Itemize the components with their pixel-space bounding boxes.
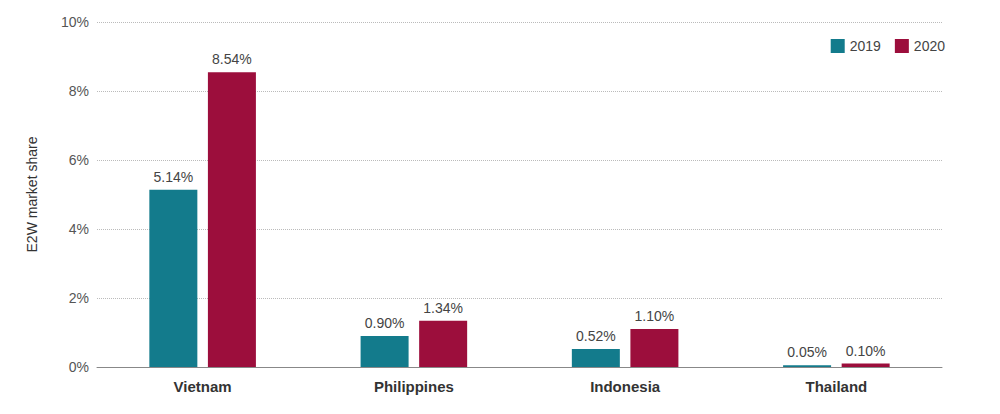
svg-text:Philippines: Philippines <box>374 378 454 395</box>
svg-text:1.34%: 1.34% <box>423 300 463 316</box>
svg-text:8%: 8% <box>69 83 89 99</box>
svg-text:E2W market share: E2W market share <box>24 136 40 252</box>
svg-text:Thailand: Thailand <box>806 378 868 395</box>
svg-text:1.10%: 1.10% <box>635 308 675 324</box>
svg-text:2%: 2% <box>69 290 89 306</box>
svg-text:6%: 6% <box>69 152 89 168</box>
svg-text:Vietnam: Vietnam <box>174 378 232 395</box>
svg-text:0.52%: 0.52% <box>576 328 616 344</box>
svg-text:8.54%: 8.54% <box>212 51 252 67</box>
svg-text:2020: 2020 <box>914 38 945 54</box>
svg-text:10%: 10% <box>61 14 89 30</box>
svg-text:0%: 0% <box>69 359 89 375</box>
svg-text:2019: 2019 <box>850 38 881 54</box>
svg-text:Indonesia: Indonesia <box>590 378 661 395</box>
svg-text:0.05%: 0.05% <box>787 344 827 360</box>
svg-text:0.10%: 0.10% <box>846 343 886 359</box>
svg-text:0.90%: 0.90% <box>365 315 405 331</box>
svg-text:4%: 4% <box>69 221 89 237</box>
svg-text:5.14%: 5.14% <box>153 169 193 185</box>
